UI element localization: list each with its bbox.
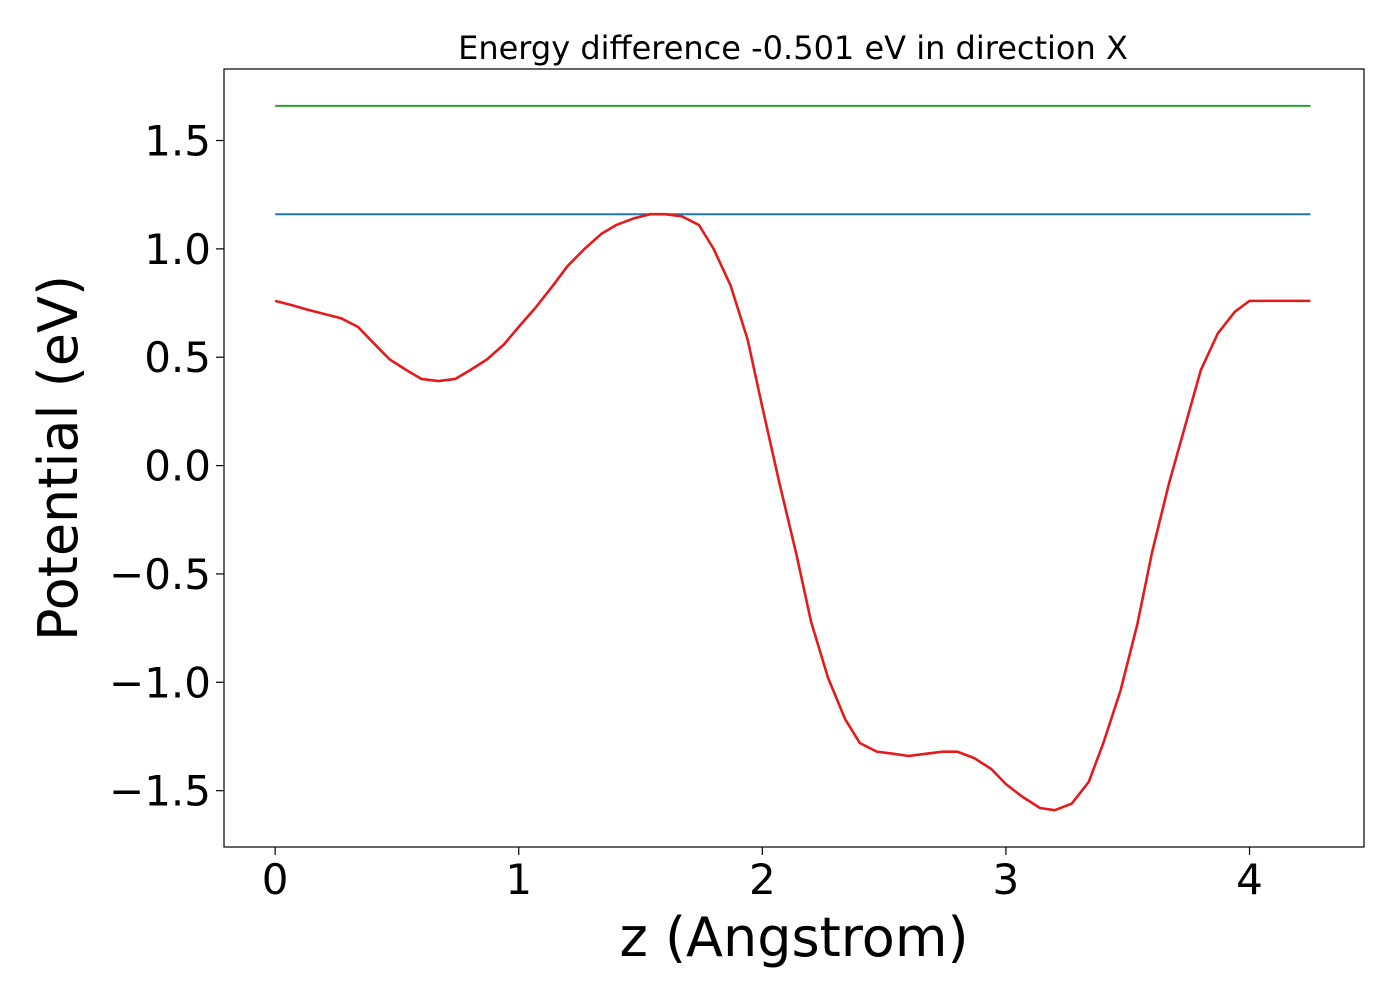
x-axis-label: z (Angstrom) xyxy=(619,906,968,969)
series-line-2 xyxy=(274,212,1311,812)
y-tick-label: 1.0 xyxy=(144,225,211,274)
y-tick-label: −1.0 xyxy=(109,658,211,707)
y-axis-label: Potential (eV) xyxy=(27,275,90,641)
chart-title: Energy difference -0.501 eV in direction… xyxy=(458,29,1128,67)
x-axis-ticks: 0 1 2 3 4 xyxy=(262,847,1263,904)
x-tick-label: 1 xyxy=(505,855,532,904)
y-tick-label: −1.5 xyxy=(109,767,211,816)
y-tick-label: 0.5 xyxy=(144,333,211,382)
x-tick-label: 3 xyxy=(993,855,1020,904)
plot-frame xyxy=(223,68,1365,848)
x-tick-label: 2 xyxy=(749,855,776,904)
y-tick-label: 0.0 xyxy=(144,442,211,491)
x-tick-label: 4 xyxy=(1236,855,1263,904)
series-layer xyxy=(274,104,1311,812)
x-tick-label: 0 xyxy=(262,855,289,904)
y-axis-ticks: −1.5 −1.0 −0.5 0.0 0.5 1.0 1.5 xyxy=(109,117,224,816)
y-tick-label: −0.5 xyxy=(109,550,211,599)
y-tick-label: 1.5 xyxy=(144,117,211,166)
